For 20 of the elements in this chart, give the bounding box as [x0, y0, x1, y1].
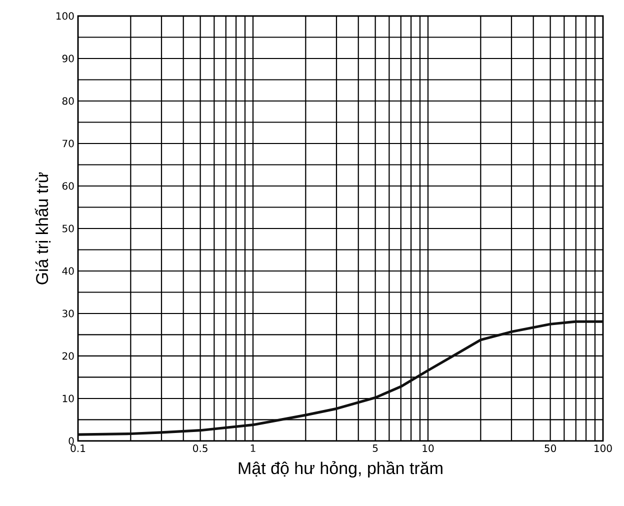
y-tick-label: 90: [62, 54, 74, 62]
y-tick-label: 50: [62, 224, 74, 232]
y-tick-label: 30: [62, 310, 74, 318]
y-tick-label: 60: [62, 182, 74, 190]
x-tick-label: 5: [372, 444, 378, 452]
y-tick-label: 70: [62, 140, 74, 148]
y-tick-label: 20: [62, 352, 74, 360]
y-tick-label: 80: [62, 97, 74, 105]
x-tick-label: 10: [422, 444, 434, 452]
x-tick-label: 0.5: [193, 444, 208, 452]
y-tick-label: 100: [56, 12, 74, 20]
y-tick-label: 10: [62, 394, 74, 402]
y-tick-label: 40: [62, 267, 74, 275]
y-axis-title: Giá trị khấu trừ: [34, 172, 51, 284]
x-tick-label: 100: [594, 444, 612, 452]
x-tick-label: 0.1: [70, 444, 86, 452]
x-axis-title: Mật độ hư hỏng, phần trăm: [238, 460, 442, 478]
x-tick-label: 50: [544, 444, 556, 452]
y-tick-label: 0: [68, 437, 74, 445]
x-tick-label: 1: [250, 444, 256, 452]
